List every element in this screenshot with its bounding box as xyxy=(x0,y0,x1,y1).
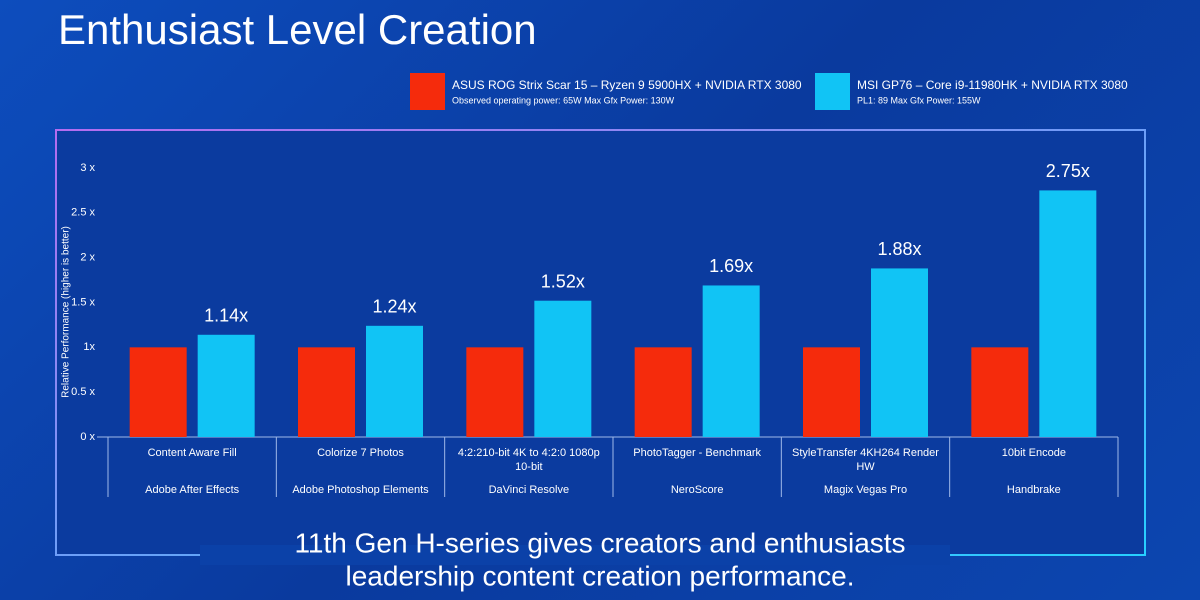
y-tick-label: 1.5 x xyxy=(71,296,95,308)
category-label: StyleTransfer 4KH264 Render HW xyxy=(792,447,939,473)
y-tick-label: 2.5 x xyxy=(71,207,95,219)
bar xyxy=(1039,190,1097,437)
bar xyxy=(702,285,760,437)
legend-swatch xyxy=(815,73,850,110)
bar xyxy=(803,347,860,437)
bar xyxy=(366,325,423,437)
bar xyxy=(129,347,187,437)
y-tick-label: 1x xyxy=(83,341,95,353)
footer-line: leadership content creation performance. xyxy=(346,560,855,591)
y-axis-label: Relative Performance (higher is better) xyxy=(61,226,72,398)
legend-label: ASUS ROG Strix Scar 15 – Ryzen 9 5900HX … xyxy=(452,78,802,92)
value-label: 1.14x xyxy=(204,306,248,326)
frame-gap xyxy=(200,545,950,565)
bar xyxy=(466,347,524,437)
value-label: 1.88x xyxy=(877,239,921,259)
value-label: 1.69x xyxy=(709,256,753,276)
category-label: 4:2:210-bit 4K to 4:2:0 1080p 10-bit xyxy=(457,447,600,473)
category-label: PhotoTagger - Benchmark xyxy=(633,447,762,459)
value-label: 2.75x xyxy=(1046,161,1090,181)
value-label: 1.52x xyxy=(541,271,585,291)
application-label: Magix Vegas Pro xyxy=(823,484,908,496)
y-tick-label: 3 x xyxy=(80,162,95,174)
category-label: 10bit Encode xyxy=(1001,447,1066,459)
y-tick-label: 0 x xyxy=(80,431,95,443)
legend-description: PL1: 89 Max Gfx Power: 155W xyxy=(857,95,981,105)
legend-swatch xyxy=(410,73,445,110)
application-label: Adobe Photoshop Elements xyxy=(292,484,429,496)
bar xyxy=(534,300,592,437)
footer-line: 11th Gen H-series gives creators and ent… xyxy=(294,527,905,558)
application-label: NeroScore xyxy=(670,484,724,496)
bar xyxy=(971,347,1029,437)
value-label: 1.24x xyxy=(372,297,416,317)
y-tick-label: 0.5 x xyxy=(71,386,95,398)
application-label: Adobe After Effects xyxy=(145,484,240,496)
legend-description: Observed operating power: 65W Max Gfx Po… xyxy=(452,95,675,105)
category-label: Content Aware Fill xyxy=(147,447,237,459)
bar xyxy=(634,347,692,437)
bar xyxy=(298,347,355,437)
bar xyxy=(197,334,255,437)
y-tick-label: 2 x xyxy=(80,252,95,264)
legend-label: MSI GP76 – Core i9-11980HK + NVIDIA RTX … xyxy=(857,78,1128,92)
chart-title: Enthusiast Level Creation xyxy=(58,6,537,53)
application-label: DaVinci Resolve xyxy=(488,484,570,496)
bar xyxy=(871,268,928,437)
application-label: Handbrake xyxy=(1006,484,1061,496)
category-label: Colorize 7 Photos xyxy=(317,447,404,459)
